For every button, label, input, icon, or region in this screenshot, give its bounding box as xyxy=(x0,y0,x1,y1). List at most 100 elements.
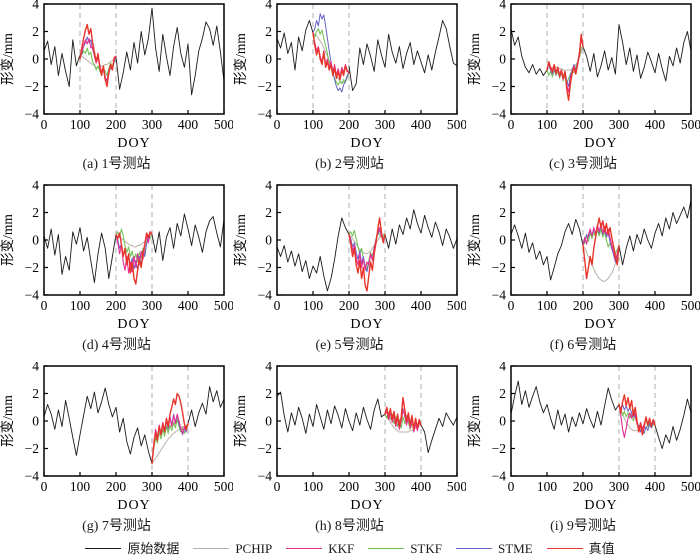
y-tick-label: 2 xyxy=(32,24,39,39)
x-tick-label: 300 xyxy=(375,117,396,132)
plot-box xyxy=(276,3,458,115)
x-tick-label: 400 xyxy=(644,298,665,313)
x-tick-label: 200 xyxy=(106,479,127,494)
x-tick-label: 500 xyxy=(680,117,699,132)
x-tick-label: 500 xyxy=(214,117,233,132)
series-true xyxy=(617,394,656,436)
x-tick-label: 400 xyxy=(178,117,199,132)
legend-line-kkf-icon xyxy=(286,547,323,549)
legend-item-stkf: STKF xyxy=(368,542,442,555)
x-tick-label: 200 xyxy=(339,298,360,313)
series-pchip xyxy=(348,234,386,255)
series-original-left xyxy=(510,380,619,433)
x-tick-label: 100 xyxy=(303,479,324,494)
x-axis-label: DOY xyxy=(350,317,383,331)
series-true xyxy=(312,32,350,81)
x-tick-label: 200 xyxy=(572,298,593,313)
x-tick-label: 500 xyxy=(447,479,466,494)
y-tick-label: 4 xyxy=(265,181,272,193)
subplot-caption-d: (d) 4号测站 xyxy=(82,338,151,353)
legend-item-kkf: KKF xyxy=(286,542,354,555)
x-tick-label: 0 xyxy=(507,117,514,132)
legend-line-true-icon xyxy=(546,547,583,549)
y-tick-label: −2 xyxy=(258,260,272,275)
plot-box xyxy=(509,184,692,296)
subplot-caption-i: (i) 9号测站 xyxy=(550,519,616,534)
x-tick-label: 100 xyxy=(536,117,557,132)
series-pchip xyxy=(151,423,189,465)
y-tick-label: −4 xyxy=(258,469,273,484)
y-tick-label: 2 xyxy=(265,205,272,220)
y-tick-label: 4 xyxy=(32,181,39,193)
x-tick-label: 100 xyxy=(536,479,557,494)
x-tick-label: 500 xyxy=(680,298,699,313)
x-tick-label: 400 xyxy=(644,479,665,494)
x-tick-label: 100 xyxy=(303,298,324,313)
series-true xyxy=(384,396,422,431)
subplot-d: 4 2 0 −2 −4 0 100 200 300 400 500 形变/mm DOY (d) 4号测站 xyxy=(0,181,233,362)
y-tick-label: −4 xyxy=(25,288,40,303)
x-tick-label: 200 xyxy=(106,298,127,313)
y-tick-label: 4 xyxy=(265,0,272,12)
x-tick-label: 200 xyxy=(106,117,127,132)
series-original-right xyxy=(582,24,691,82)
x-tick-label: 300 xyxy=(142,479,163,494)
series-original-left xyxy=(276,20,314,71)
series-stkf xyxy=(312,28,350,86)
y-axis-label: 形变/mm xyxy=(0,214,15,266)
x-tick-label: 200 xyxy=(339,117,360,132)
legend-item-original: 原始数据 xyxy=(85,542,179,555)
y-axis-label: 形变/mm xyxy=(467,214,482,266)
y-tick-label: −2 xyxy=(491,441,505,456)
series-stkf xyxy=(348,229,386,270)
x-tick-label: 200 xyxy=(572,117,593,132)
x-tick-label: 300 xyxy=(142,298,163,313)
x-tick-label: 0 xyxy=(274,479,281,494)
series-original-right xyxy=(420,412,458,454)
legend-label-stme: STME xyxy=(498,540,533,556)
series-stme xyxy=(79,36,117,86)
y-tick-label: −2 xyxy=(491,79,505,94)
x-tick-label: 0 xyxy=(41,298,48,313)
y-tick-label: 4 xyxy=(32,362,39,374)
x-tick-label: 400 xyxy=(411,298,432,313)
x-tick-label: 300 xyxy=(375,298,396,313)
x-tick-label: 400 xyxy=(178,298,199,313)
legend-item-stme: STME xyxy=(456,542,533,555)
x-tick-label: 0 xyxy=(274,117,281,132)
x-tick-label: 200 xyxy=(572,479,593,494)
x-axis-label: DOY xyxy=(350,498,383,512)
y-tick-label: 0 xyxy=(32,52,39,67)
x-tick-label: 300 xyxy=(608,298,629,313)
x-tick-label: 400 xyxy=(411,479,432,494)
subplot-h: 4 2 0 −2 −4 0 100 200 300 400 500 形变/mm DOY (h) 8号测站 xyxy=(233,362,466,543)
y-tick-label: 2 xyxy=(499,205,506,220)
y-tick-label: 4 xyxy=(265,362,272,374)
x-tick-label: 200 xyxy=(339,479,360,494)
y-tick-label: 4 xyxy=(499,362,506,374)
y-tick-label: 0 xyxy=(265,414,272,429)
series-original-right xyxy=(187,386,225,427)
series-kkf xyxy=(581,222,620,260)
y-tick-label: 2 xyxy=(32,386,39,401)
x-tick-label: 500 xyxy=(447,298,466,313)
series-original-right xyxy=(654,398,691,449)
series-original-left xyxy=(43,227,117,284)
y-tick-label: −2 xyxy=(258,79,272,94)
series-original-right xyxy=(151,213,225,262)
y-tick-label: 0 xyxy=(499,414,506,429)
legend-line-stme-icon xyxy=(456,547,492,549)
x-tick-label: 300 xyxy=(608,117,629,132)
x-tick-label: 100 xyxy=(70,479,91,494)
series-original-left xyxy=(43,387,153,465)
y-tick-label: 4 xyxy=(32,0,39,12)
subplot-i: 4 2 0 −2 −4 0 100 200 300 400 500 形变/mm DOY (i) 9号测站 xyxy=(466,362,700,543)
y-tick-label: 2 xyxy=(499,24,506,39)
series-kkf xyxy=(79,37,117,82)
y-tick-label: −4 xyxy=(25,469,40,484)
